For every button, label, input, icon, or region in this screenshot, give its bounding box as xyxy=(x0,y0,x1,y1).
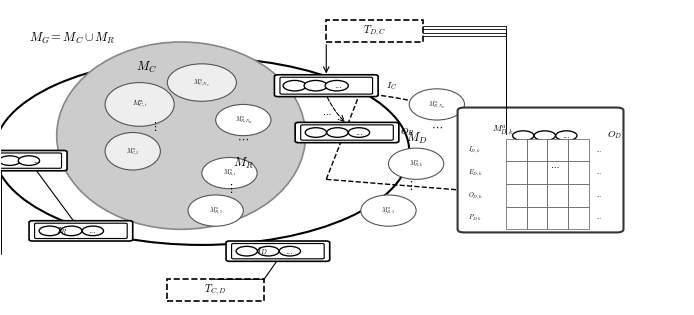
Ellipse shape xyxy=(57,42,305,229)
Text: $M^a_{C,1}$: $M^a_{C,1}$ xyxy=(126,146,139,157)
Bar xyxy=(506,139,527,161)
Bar xyxy=(527,139,548,161)
Circle shape xyxy=(257,246,279,256)
Circle shape xyxy=(534,131,555,140)
Text: ...: ... xyxy=(597,170,602,175)
FancyBboxPatch shape xyxy=(29,221,133,241)
Ellipse shape xyxy=(389,148,443,179)
Text: $M_D$: $M_D$ xyxy=(405,131,427,146)
Text: $M_C$: $M_C$ xyxy=(136,60,157,75)
Ellipse shape xyxy=(202,158,257,189)
Circle shape xyxy=(236,246,257,256)
FancyBboxPatch shape xyxy=(295,122,399,143)
Bar xyxy=(548,207,568,229)
Text: $M^a_{D,k}$: $M^a_{D,k}$ xyxy=(492,123,514,138)
Text: $M^a_{R,N_R}$: $M^a_{R,N_R}$ xyxy=(235,115,252,125)
Circle shape xyxy=(279,246,301,256)
Ellipse shape xyxy=(105,133,160,170)
Text: $I_R$: $I_R$ xyxy=(56,225,67,237)
Bar xyxy=(568,139,589,161)
Text: $\vdots$: $\vdots$ xyxy=(226,182,234,195)
Bar xyxy=(506,161,527,184)
Text: $\cdots$: $\cdots$ xyxy=(431,121,443,131)
Text: $M^a_{C,N_C}$: $M^a_{C,N_C}$ xyxy=(194,77,210,88)
Circle shape xyxy=(304,80,328,91)
Text: $\cdots$: $\cdots$ xyxy=(321,108,331,117)
FancyBboxPatch shape xyxy=(0,151,67,171)
Circle shape xyxy=(513,131,534,140)
FancyBboxPatch shape xyxy=(502,125,606,146)
Circle shape xyxy=(0,156,20,165)
Text: ...: ... xyxy=(33,156,41,165)
Circle shape xyxy=(556,131,577,140)
Text: ...: ... xyxy=(597,193,602,198)
Bar xyxy=(527,184,548,207)
Text: $\cdots$: $\cdots$ xyxy=(237,134,249,144)
Text: $E_{D,k}$: $E_{D,k}$ xyxy=(468,168,482,178)
Bar xyxy=(506,184,527,207)
Ellipse shape xyxy=(409,89,464,120)
Text: $M^a_{D,1}$: $M^a_{D,1}$ xyxy=(382,205,396,216)
Circle shape xyxy=(305,128,326,137)
Text: $P_{D,k}$: $P_{D,k}$ xyxy=(468,213,482,223)
Circle shape xyxy=(348,128,370,137)
Bar xyxy=(548,161,568,184)
Text: ...: ... xyxy=(562,131,570,140)
Text: $O_R$: $O_R$ xyxy=(400,127,414,138)
Circle shape xyxy=(283,80,306,91)
Text: $T_{D,C}$: $T_{D,C}$ xyxy=(363,24,386,38)
Circle shape xyxy=(327,128,348,137)
Text: $M^a_{R,1}$: $M^a_{R,1}$ xyxy=(209,205,223,216)
FancyBboxPatch shape xyxy=(326,20,423,42)
Text: ...: ... xyxy=(355,128,362,137)
Circle shape xyxy=(60,226,82,236)
Bar xyxy=(527,161,548,184)
Text: ...: ... xyxy=(597,148,602,152)
Bar xyxy=(568,207,589,229)
Circle shape xyxy=(0,58,409,245)
Bar xyxy=(568,161,589,184)
FancyBboxPatch shape xyxy=(167,279,264,301)
Ellipse shape xyxy=(167,64,237,101)
Circle shape xyxy=(18,156,40,165)
Text: ...: ... xyxy=(285,247,294,256)
Text: $M^a_{D,k}$: $M^a_{D,k}$ xyxy=(409,158,423,169)
FancyBboxPatch shape xyxy=(457,107,623,232)
Text: $\cdots$: $\cdots$ xyxy=(550,161,559,170)
FancyBboxPatch shape xyxy=(274,75,378,97)
Text: $T_{C,D}$: $T_{C,D}$ xyxy=(205,283,227,297)
Ellipse shape xyxy=(216,104,271,136)
Circle shape xyxy=(325,80,348,91)
Circle shape xyxy=(39,226,60,236)
Text: $\vdots$: $\vdots$ xyxy=(149,120,158,133)
Bar xyxy=(548,139,568,161)
Bar xyxy=(506,207,527,229)
Ellipse shape xyxy=(361,195,416,226)
Text: $M_R$: $M_R$ xyxy=(233,156,254,171)
Text: $M^a_{R,i}$: $M^a_{R,i}$ xyxy=(223,168,236,179)
Text: $O_D$: $O_D$ xyxy=(607,130,622,141)
Text: $M^a_{D,N_D}$: $M^a_{D,N_D}$ xyxy=(428,99,446,110)
Text: $I_{D,k}$: $I_{D,k}$ xyxy=(468,145,480,155)
FancyBboxPatch shape xyxy=(226,241,330,261)
Text: $I_C$: $I_C$ xyxy=(387,80,398,92)
Text: $O_{D,k}$: $O_{D,k}$ xyxy=(468,190,482,201)
Bar xyxy=(548,184,568,207)
Text: ...: ... xyxy=(89,226,96,235)
Bar xyxy=(527,207,548,229)
Text: $M_G = M_C \cup M_R$: $M_G = M_C \cup M_R$ xyxy=(29,31,116,46)
Text: $\vdots$: $\vdots$ xyxy=(405,179,414,192)
Text: $I_D$: $I_D$ xyxy=(256,245,267,257)
Circle shape xyxy=(82,226,103,236)
Ellipse shape xyxy=(188,195,244,226)
Ellipse shape xyxy=(105,83,174,126)
Text: ...: ... xyxy=(597,215,602,220)
Bar xyxy=(568,184,589,207)
Text: $M^a_{C,i}$: $M^a_{C,i}$ xyxy=(132,99,148,110)
Text: ...: ... xyxy=(334,81,342,90)
